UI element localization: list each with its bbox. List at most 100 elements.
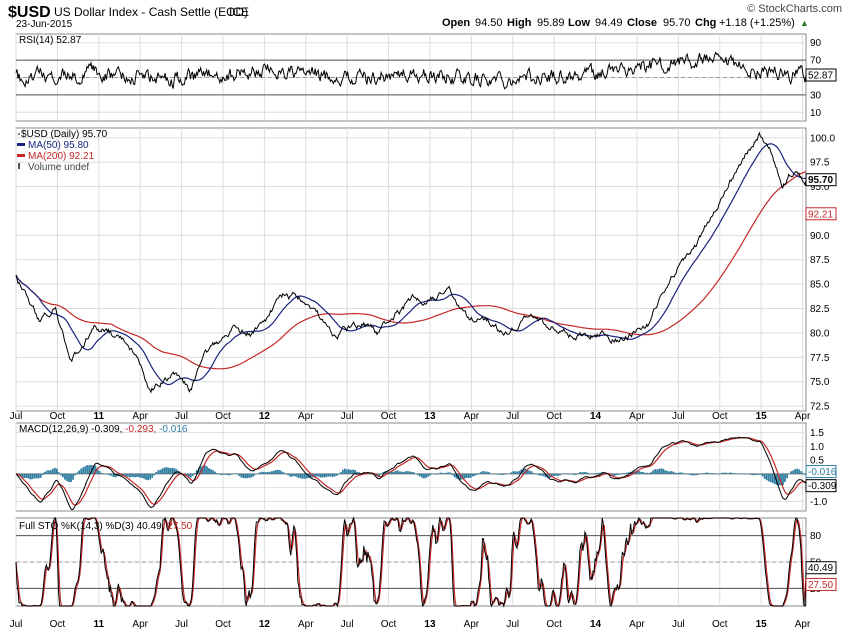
macd-histogram-bar xyxy=(538,473,541,476)
x-tick-label: Apr xyxy=(464,619,480,630)
macd-histogram-bar xyxy=(171,467,174,474)
macd-histogram-bar xyxy=(784,473,786,482)
macd-histogram-bar xyxy=(404,471,407,474)
x-tick-label: Apr xyxy=(132,619,148,630)
macd-histogram-bar xyxy=(757,473,760,475)
high-value: 95.89 xyxy=(537,17,565,29)
macd-histogram-bar xyxy=(352,469,354,474)
macd-histogram-bar xyxy=(197,467,200,474)
macd-histogram-bar xyxy=(427,473,429,477)
macd-histogram-bar xyxy=(483,471,486,474)
y-tick-label: 80.0 xyxy=(810,328,830,339)
macd-histogram-bar xyxy=(583,471,586,474)
macd-histogram-bar xyxy=(143,473,145,479)
macd-histogram-bar xyxy=(698,473,701,475)
last-value-tag-box xyxy=(805,68,837,82)
macd-histogram-bar xyxy=(122,473,125,476)
macd-histogram-bar xyxy=(790,471,792,474)
macd-histogram-bar xyxy=(565,473,567,474)
macd-histogram-bar xyxy=(39,473,42,478)
macd-histogram-bar xyxy=(242,473,245,478)
macd-histogram-bar xyxy=(90,465,93,474)
x-tick-label: 13 xyxy=(424,411,436,422)
x-tick-label: Jul xyxy=(175,619,188,630)
macd-histogram-bar xyxy=(325,473,328,477)
x-tick-label: Oct xyxy=(381,411,397,422)
macd-histogram-bar xyxy=(167,467,170,474)
macd-histogram-bar xyxy=(471,473,474,477)
macd-histogram-bar xyxy=(544,473,547,478)
macd-histogram-bar xyxy=(445,472,448,474)
macd-histogram-bar xyxy=(571,473,573,475)
macd-histogram-bar xyxy=(794,469,797,474)
macd-histogram-bar xyxy=(660,468,663,474)
macd-histogram-bar xyxy=(368,473,371,474)
macd-histogram-bar xyxy=(309,473,312,478)
macd-histogram-bar xyxy=(408,471,411,474)
macd-histogram-bar xyxy=(206,466,208,474)
macd-histogram-bar xyxy=(802,473,805,474)
macd-histogram-bar xyxy=(725,472,728,474)
macd-histogram-bar xyxy=(778,473,780,486)
macd-histogram-bar xyxy=(670,471,673,474)
macd-histogram-bar xyxy=(741,473,744,475)
macd-histogram-bar xyxy=(299,473,302,479)
rsi-line xyxy=(15,51,807,90)
macd-histogram-bar xyxy=(690,473,693,476)
macd-histogram-bar xyxy=(400,471,403,474)
macd-histogram-bar xyxy=(447,472,450,474)
macd-histogram-bar xyxy=(68,473,70,482)
macd-histogram-bar xyxy=(228,473,231,476)
x-tick-label: Oct xyxy=(712,619,728,630)
macd-histogram-bar xyxy=(506,473,509,475)
ma200-line xyxy=(15,170,807,370)
macd-histogram-bar xyxy=(43,472,46,474)
x-tick-label: Jul xyxy=(341,619,354,630)
macd-histogram-bar xyxy=(477,473,480,474)
x-tick-label: 15 xyxy=(756,619,768,630)
macd-histogram-bar xyxy=(457,473,460,480)
macd-histogram-bar xyxy=(189,473,192,478)
macd-histogram-bar xyxy=(715,473,717,475)
macd-histogram-bar xyxy=(76,472,79,474)
macd-histogram-bar xyxy=(305,473,308,479)
macd-histogram-bar xyxy=(625,472,628,474)
macd-histogram-bar xyxy=(694,473,697,476)
price-legend-symbol: $USD (Daily) 95.70 xyxy=(21,129,108,140)
macd-histogram-bar xyxy=(522,468,525,474)
macd-histogram-bar xyxy=(587,472,590,474)
y-tick-label: 1.0 xyxy=(810,442,824,453)
macd-histogram-bar xyxy=(441,472,444,474)
macd-histogram-bar xyxy=(496,473,498,475)
macd-histogram-bar xyxy=(339,472,342,474)
macd-histogram-bar xyxy=(412,472,415,474)
macd-histogram-bar xyxy=(287,473,289,476)
macd-histogram-bar xyxy=(110,473,113,476)
macd-histogram-bar xyxy=(139,473,141,478)
macd-histogram-bar xyxy=(534,473,537,475)
macd-histogram-bar xyxy=(542,473,545,477)
macd-histogram-bar xyxy=(323,473,326,478)
macd-histogram-bar xyxy=(301,473,304,479)
macd-histogram-bar xyxy=(692,473,695,476)
macd-histogram-bar xyxy=(723,472,726,474)
macd-histogram-bar xyxy=(27,473,30,479)
x-tick-label: 15 xyxy=(756,411,768,422)
macd-histogram-bar xyxy=(435,473,438,475)
macd-histogram-bar xyxy=(374,473,377,476)
macd-histogram-bar xyxy=(504,473,507,475)
macd-histogram-bar xyxy=(258,472,261,474)
macd-histogram-bar xyxy=(631,471,634,474)
macd-histogram-bar xyxy=(295,473,298,477)
macd-histogram-bar xyxy=(45,470,48,474)
macd-histogram-bar xyxy=(494,473,496,475)
macd-histogram-bar xyxy=(303,473,306,479)
macd-histogram-bar xyxy=(550,473,553,477)
macd-histogram-bar xyxy=(753,473,756,476)
macd-histogram-bar xyxy=(256,473,259,475)
macd-histogram-bar xyxy=(157,470,160,474)
macd-histogram-bar xyxy=(49,470,52,474)
macd-histogram-bar xyxy=(291,473,294,477)
macd-histogram-bar xyxy=(191,473,194,476)
x-tick-label: 12 xyxy=(259,411,271,422)
